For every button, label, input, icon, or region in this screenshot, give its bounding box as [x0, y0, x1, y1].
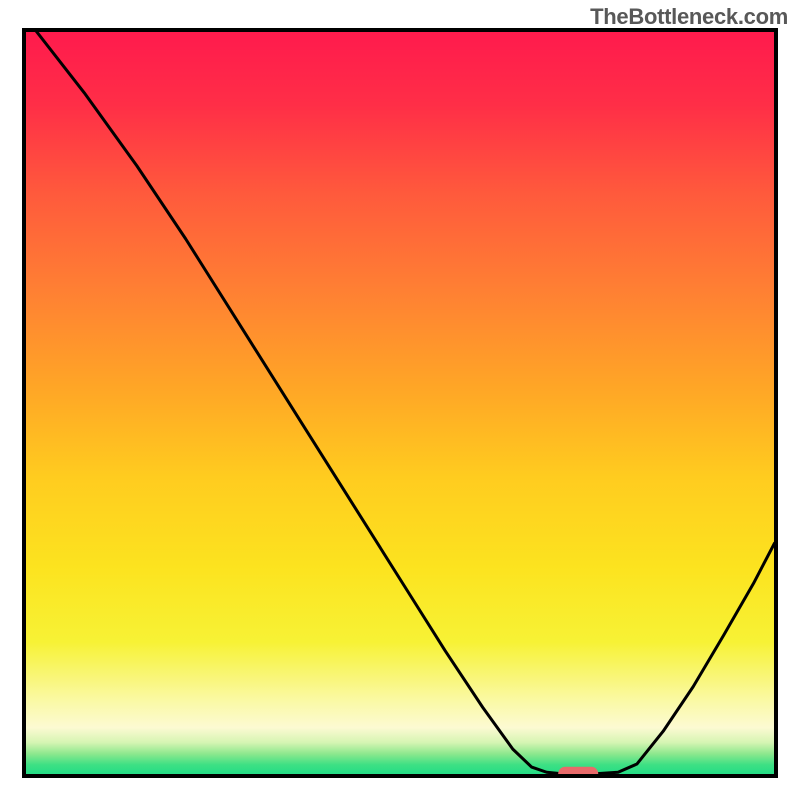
gradient-background — [24, 30, 776, 776]
chart-svg — [0, 0, 800, 800]
bottleneck-chart: TheBottleneck.com — [0, 0, 800, 800]
optimal-zone-marker — [558, 767, 598, 781]
